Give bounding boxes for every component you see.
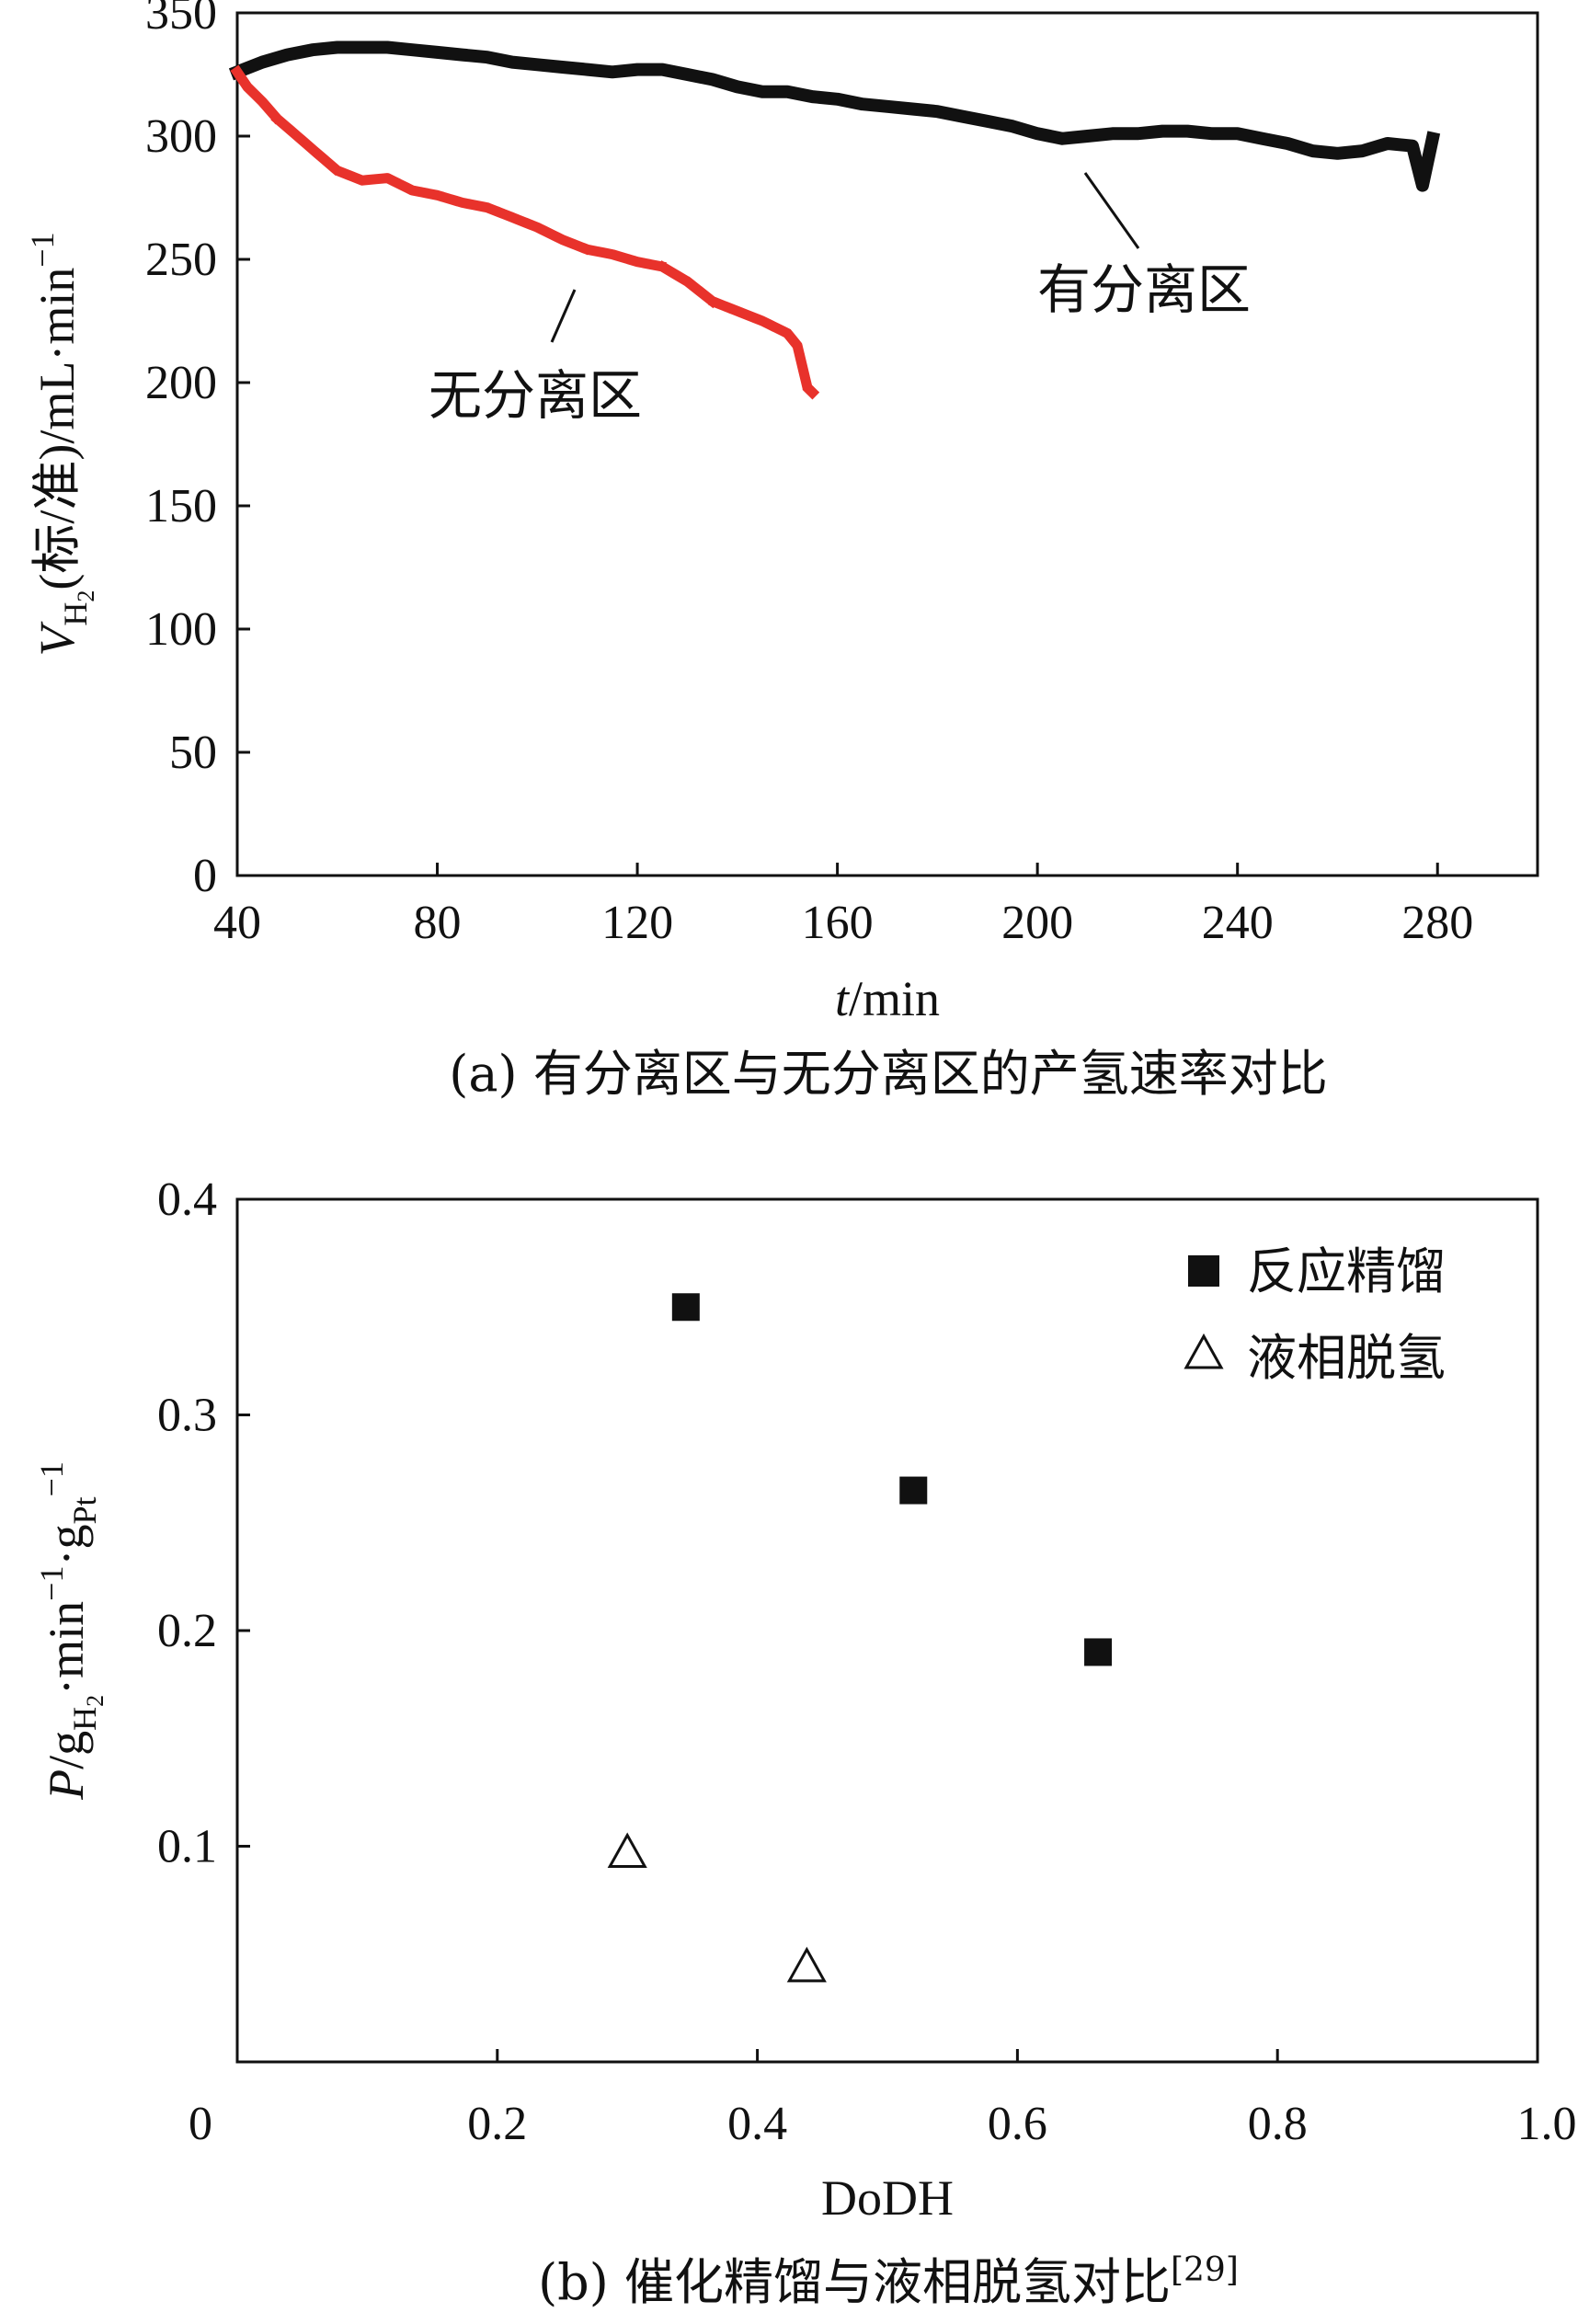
panel-a-y-sub: H [57, 602, 94, 626]
panel-a-y-tick-label: 0 [193, 850, 217, 902]
panel-a-plot-frame [235, 11, 1539, 877]
panel-b-y-sup1: −1 [33, 1566, 70, 1601]
panel-a-x-unit: /min [849, 971, 940, 1026]
panel-a-caption: (a) 有分离区与无分离区的产氢速率对比 [449, 1045, 1328, 1103]
panel-b-legend: 反应精馏 液相脱氢 [1184, 1242, 1446, 1387]
panel-b-x-tick-label: 0.6 [988, 2098, 1047, 2150]
panel-a-x-tick-label: 80 [414, 897, 462, 949]
annotation-without-separation: 无分离区 [429, 364, 642, 427]
panel-a-x-axis-label: t/min [835, 971, 940, 1026]
annotation-with-separation: 有分离区 [1037, 258, 1251, 321]
legend-marker-filled-square [1188, 1255, 1219, 1287]
panel-a-y-tick-label: 300 [145, 110, 217, 163]
legend-marker-open-triangle [1184, 1333, 1224, 1369]
panel-b-y-tick-label: 0.4 [157, 1173, 217, 1226]
panel-b-y-tick-label: 0.2 [157, 1605, 217, 1657]
series-line-with-separation [228, 40, 1441, 192]
panel-b-y-sub2: Pt [66, 1496, 103, 1524]
panel-b-x-tick-label: 0.4 [727, 2098, 787, 2150]
panel-b-y-tick-label: 0.3 [157, 1390, 217, 1442]
panel-b-scatter-chart: 0 0.2 0.4 0.6 0.8 1.0 0.1 0.2 0.3 0.4 反应精馏 液相脱氢 D… [33, 1173, 1577, 2311]
panel-b-y-g2: ·g [39, 1525, 94, 1566]
panel-b-caption-ref: [29] [1171, 2251, 1239, 2289]
panel-b-axis-ticks: 0 0.2 0.4 0.6 0.8 1.0 0.1 0.2 0.3 0.4 [157, 1173, 1577, 2150]
panel-a-series-layer [228, 40, 1441, 400]
panel-a-x-tick-label: 40 [213, 897, 261, 949]
panel-a-y-tick-label: 200 [145, 357, 217, 409]
panel-a-axis-ticks: 40 80 120 160 200 240 280 0 50 100 150 200 250 300 350 [145, 0, 1473, 949]
panel-a-x-tick-label: 280 [1401, 897, 1473, 949]
panel-a-y-sup: −1 [24, 232, 61, 267]
point-liquid-dehydrogenation [607, 1832, 647, 1869]
panel-b-points-layer [607, 1293, 1113, 1983]
point-reactive-distillation [671, 1293, 700, 1322]
panel-b-y-var: P [39, 1769, 94, 1801]
panel-a-x-tick-label: 120 [601, 897, 673, 949]
point-reactive-distillation [899, 1476, 928, 1505]
panel-b-y-axis-label: P/gH2·min−1·gPt−1 [33, 1461, 109, 1801]
panel-a-y-subsub: 2 [73, 590, 99, 602]
panel-b-x-tick-label: 0.8 [1248, 2098, 1308, 2150]
panel-b-y-subsub: 2 [82, 1695, 109, 1707]
panel-a-y-tick-label: 150 [145, 480, 217, 532]
panel-a-y-axis-label: VH2(标/准)/mL·min−1 [24, 232, 99, 656]
panel-a-y-tick-label: 100 [145, 603, 217, 656]
panel-a-y-tick-label: 50 [169, 727, 217, 779]
panel-a-line-chart: 40 80 120 160 200 240 280 0 50 100 150 200 250 300 350… [24, 0, 1539, 1103]
panel-b-x-tick-label: 1.0 [1517, 2098, 1577, 2150]
panel-b-y-tick-label: 0.1 [157, 1821, 217, 1873]
point-reactive-distillation [1084, 1638, 1113, 1666]
panel-b-y-sup2: −1 [33, 1461, 70, 1496]
annotation-leader-with-separation [1083, 172, 1140, 249]
panel-b-y-sub: H [66, 1707, 103, 1731]
panel-b-x-tick-label: 0.2 [467, 2098, 527, 2150]
panel-a-y-tick-label: 350 [145, 0, 217, 40]
panel-a-x-tick-label: 160 [802, 897, 874, 949]
panel-a-y-rest: (标/准)/mL·min [29, 268, 85, 590]
panel-b-x-axis-label: DoDH [821, 2170, 954, 2226]
panel-a-y-tick-label: 250 [145, 234, 217, 286]
panel-b-x-tick-label: 0 [189, 2098, 212, 2150]
panel-b-caption-main: (b) 催化精馏与液相脱氢对比 [538, 2253, 1171, 2311]
series-line-without-separation [230, 64, 820, 400]
panel-b-caption: (b) 催化精馏与液相脱氢对比[29] [538, 2251, 1239, 2311]
panel-b-y-mid: ·min [39, 1601, 94, 1695]
legend-label-liquid-dehydrogenation: 液相脱氢 [1247, 1329, 1446, 1387]
panel-a-x-var: t [835, 971, 851, 1026]
panel-a-x-tick-label: 200 [1001, 897, 1073, 949]
legend-label-reactive-distillation: 反应精馏 [1247, 1242, 1446, 1300]
panel-b-y-g: /g [39, 1731, 94, 1769]
panel-a-x-tick-label: 240 [1202, 897, 1274, 949]
point-liquid-dehydrogenation [786, 1946, 827, 1983]
annotation-leader-without-separation [550, 289, 577, 343]
panel-a-y-var: V [29, 621, 85, 657]
